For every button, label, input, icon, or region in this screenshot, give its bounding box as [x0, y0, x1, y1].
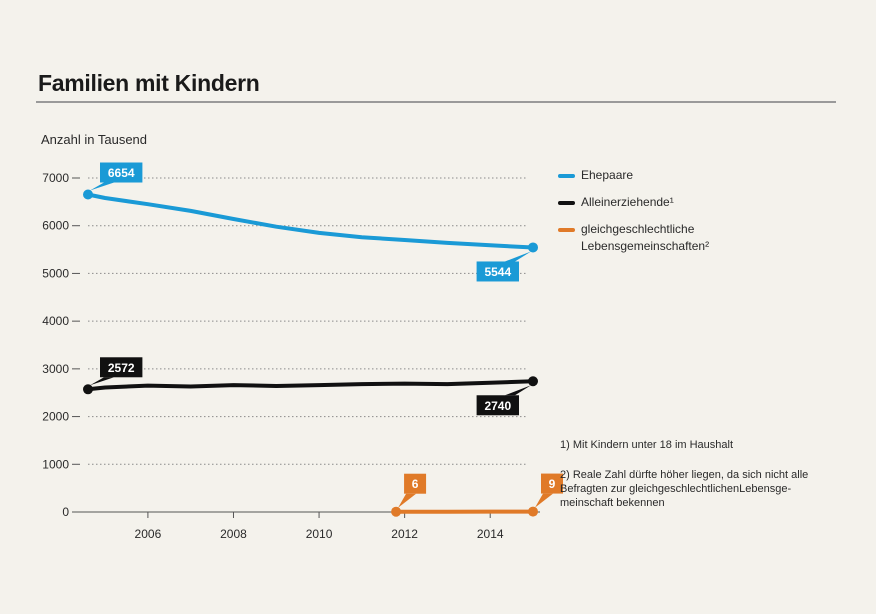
data-label-end-gleichgeschlechtliche: 9	[549, 477, 556, 491]
chart-title: Familien mit Kindern	[38, 70, 260, 96]
y-tick-label-1000: 1000	[42, 457, 69, 471]
legend-item-gleichgeschlechtliche: gleichgeschlechtliche Lebensgemeinschaft…	[558, 221, 771, 255]
x-tick-label-2006: 2006	[135, 527, 162, 541]
x-tick-label-2014: 2014	[477, 527, 504, 541]
data-label-end-alleinerziehende-pointer	[505, 385, 531, 396]
y-tick-label-0: 0	[62, 505, 69, 519]
data-label-end-gleichgeschlechtliche-box	[541, 473, 563, 494]
series-end-point-gleichgeschlechtliche	[528, 506, 538, 517]
legend-item-alleinerziehende: Alleinerziehende¹	[558, 194, 771, 211]
footnote-2: 2) Reale Zahl dürfte höher liegen, da si…	[560, 469, 809, 509]
data-label-start-ehepaare-pointer	[90, 182, 114, 191]
data-label-start-alleinerziehende-pointer	[90, 377, 114, 386]
data-label-end-ehepaare-box	[476, 261, 519, 282]
data-label-end-ehepaare: 5544	[484, 265, 511, 279]
footnote-1: 1) Mit Kindern unter 18 im Haushalt	[560, 439, 734, 451]
y-tick-label-5000: 5000	[42, 266, 69, 280]
series-line-alleinerziehende	[86, 379, 535, 392]
data-label-start-alleinerziehende-box	[100, 357, 143, 378]
series-start-point-gleichgeschlechtliche	[391, 506, 402, 517]
legend-label-alleinerziehende: Alleinerziehende¹	[581, 195, 674, 209]
data-label-start-ehepaare: 6654	[108, 166, 135, 180]
legend-label-gleichgeschlechtliche: gleichgeschlechtliche Lebensgemeinschaft…	[581, 222, 710, 253]
series-start-point-ehepaare	[83, 189, 93, 200]
legend-label-ehepaare: Ehepaare	[581, 168, 634, 182]
y-tick-label-4000: 4000	[42, 314, 69, 328]
data-label-end-alleinerziehende-box	[476, 395, 519, 416]
series-end-point-alleinerziehende	[528, 376, 538, 387]
y-tick-label-6000: 6000	[42, 219, 69, 233]
data-label-start-ehepaare-box	[100, 162, 143, 183]
data-label-end-gleichgeschlechtliche-pointer	[535, 493, 553, 508]
x-tick-label-2008: 2008	[220, 527, 247, 541]
legend-swatch-alleinerziehende	[558, 201, 575, 205]
legend-swatch-gleichgeschlechtliche	[558, 228, 575, 232]
data-label-end-alleinerziehende: 2740	[484, 399, 511, 413]
series-start-point-alleinerziehende	[83, 384, 93, 395]
legend-swatch-ehepaare	[558, 174, 575, 178]
y-axis-unit-label: Anzahl in Tausend	[41, 132, 148, 147]
data-label-start-gleichgeschlechtliche: 6	[412, 477, 419, 491]
data-label-start-gleichgeschlechtliche-box	[404, 473, 427, 494]
series-end-point-ehepaare	[528, 242, 538, 253]
y-tick-label-2000: 2000	[42, 410, 69, 424]
legend-item-ehepaare: Ehepaare	[558, 167, 771, 184]
data-label-end-ehepaare-pointer	[505, 251, 531, 262]
series-line-ehepaare	[86, 192, 535, 250]
x-tick-label-2012: 2012	[391, 527, 418, 541]
x-tick-label-2010: 2010	[306, 527, 333, 541]
title-divider	[36, 101, 836, 103]
data-label-start-gleichgeschlechtliche-pointer	[398, 493, 417, 508]
y-tick-label-3000: 3000	[42, 362, 69, 376]
y-tick-label-7000: 7000	[42, 171, 69, 185]
data-label-start-alleinerziehende: 2572	[108, 361, 135, 375]
legend: Ehepaare Alleinerziehende¹ gleichgeschle…	[558, 167, 771, 265]
